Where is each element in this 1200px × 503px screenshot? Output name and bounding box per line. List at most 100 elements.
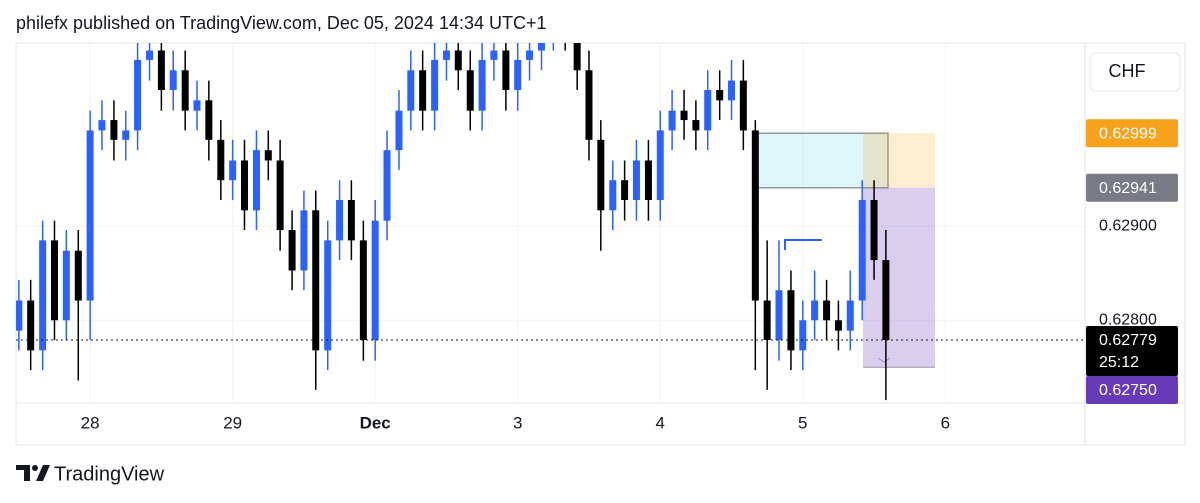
candle-body: [799, 320, 807, 351]
candle-body: [704, 89, 712, 131]
candle-body: [288, 230, 296, 271]
candle-body: [466, 70, 474, 111]
header: philefx published on TradingView.com, De…: [16, 13, 547, 33]
candle-body: [597, 139, 605, 211]
grid: [16, 43, 1085, 403]
candle-body: [169, 70, 177, 90]
candle-body: [514, 59, 522, 90]
candle-body: [526, 50, 534, 60]
x-tick-label: 5: [798, 413, 807, 432]
x-tick-label: 29: [223, 413, 242, 432]
candle-body: [858, 199, 866, 301]
candle-body: [157, 50, 165, 90]
candles: [16, 20, 1085, 401]
candle-body: [811, 300, 819, 321]
candle-body: [668, 110, 676, 131]
chart-frame: [15, 42, 1186, 446]
logo-dot: [32, 465, 38, 471]
candle-body: [728, 80, 736, 101]
candle-body: [134, 59, 142, 131]
candle-body: [550, 20, 557, 29]
candle-body: [16, 300, 23, 331]
candle-body: [50, 240, 58, 321]
candle-body: [787, 290, 795, 351]
candle-body: [454, 50, 462, 71]
candle-body: [621, 180, 629, 200]
logo-mark: [16, 465, 30, 481]
x-tick-label: 4: [656, 413, 665, 432]
price-badge: [1086, 376, 1178, 405]
x-tick-label: 3: [513, 413, 522, 432]
candle-body: [347, 199, 355, 241]
candle-body: [264, 150, 272, 161]
candle-body: [300, 210, 308, 271]
candle-body: [490, 50, 498, 60]
candle-body: [39, 240, 47, 351]
candle-body: [680, 110, 688, 121]
stop-zone: [863, 133, 935, 188]
candle-body: [205, 100, 213, 140]
countdown-label: 25:12: [1099, 354, 1139, 371]
candle-body: [573, 43, 581, 71]
candle-body: [585, 70, 593, 140]
candle-body: [502, 50, 510, 90]
y-tick-label: 0.62900: [1099, 218, 1157, 235]
candle-body: [751, 130, 759, 301]
price-badge: [1086, 119, 1178, 148]
candle-body: [336, 199, 344, 241]
candle-body: [823, 300, 831, 321]
candle-body: [395, 110, 403, 151]
candle-body: [217, 139, 225, 181]
candle-body: [110, 120, 118, 140]
candle-body: [716, 89, 724, 101]
candle-body: [870, 199, 878, 261]
price-badge-label: 0.62779: [1099, 332, 1157, 349]
candle-body: [193, 100, 201, 111]
candle-body: [846, 300, 854, 331]
price-badge-label: 0.62750: [1099, 382, 1157, 399]
x-tick-label: 6: [941, 413, 950, 432]
candle-body: [644, 160, 652, 200]
candle-body: [62, 250, 70, 321]
drawings: [756, 132, 935, 368]
candle-body: [181, 70, 189, 111]
candle-body: [276, 160, 284, 231]
price-badge-label: 0.62999: [1099, 125, 1157, 142]
trend-line-drawing: [784, 239, 822, 250]
x-tick-label: 28: [81, 413, 100, 432]
candle-body: [609, 180, 617, 211]
rectangle-drawing: [756, 132, 889, 189]
candle-body: [882, 260, 890, 341]
candle-body: [632, 160, 640, 200]
candle-body: [739, 80, 747, 131]
logo: [16, 465, 50, 481]
logo-mark: [36, 465, 50, 481]
candle-body: [74, 250, 82, 301]
candle-body: [240, 160, 248, 211]
candle-body: [538, 43, 546, 51]
y-tick-label: 0.62800: [1099, 312, 1157, 329]
candle-body: [359, 240, 367, 341]
x-tick-label: Dec: [360, 413, 391, 432]
candle-body: [229, 160, 237, 181]
candle-body: [562, 20, 569, 29]
candle-body: [442, 50, 450, 60]
currency-button[interactable]: [1089, 52, 1181, 92]
footer-brand: TradingView: [54, 463, 165, 485]
candle-body: [763, 300, 771, 341]
candle-body: [383, 150, 391, 221]
candle-body: [834, 320, 842, 331]
price-badge-label: 0.62941: [1099, 180, 1157, 197]
price-badge: [1086, 326, 1178, 377]
candle-body: [775, 290, 783, 341]
chevron: [877, 357, 891, 363]
candle-body: [371, 220, 379, 341]
candle-body: [656, 130, 664, 200]
candle-body: [86, 130, 94, 301]
candle-body: [431, 59, 439, 111]
candle-body: [478, 59, 486, 111]
candle-body: [252, 150, 260, 211]
candle-body: [146, 50, 154, 60]
